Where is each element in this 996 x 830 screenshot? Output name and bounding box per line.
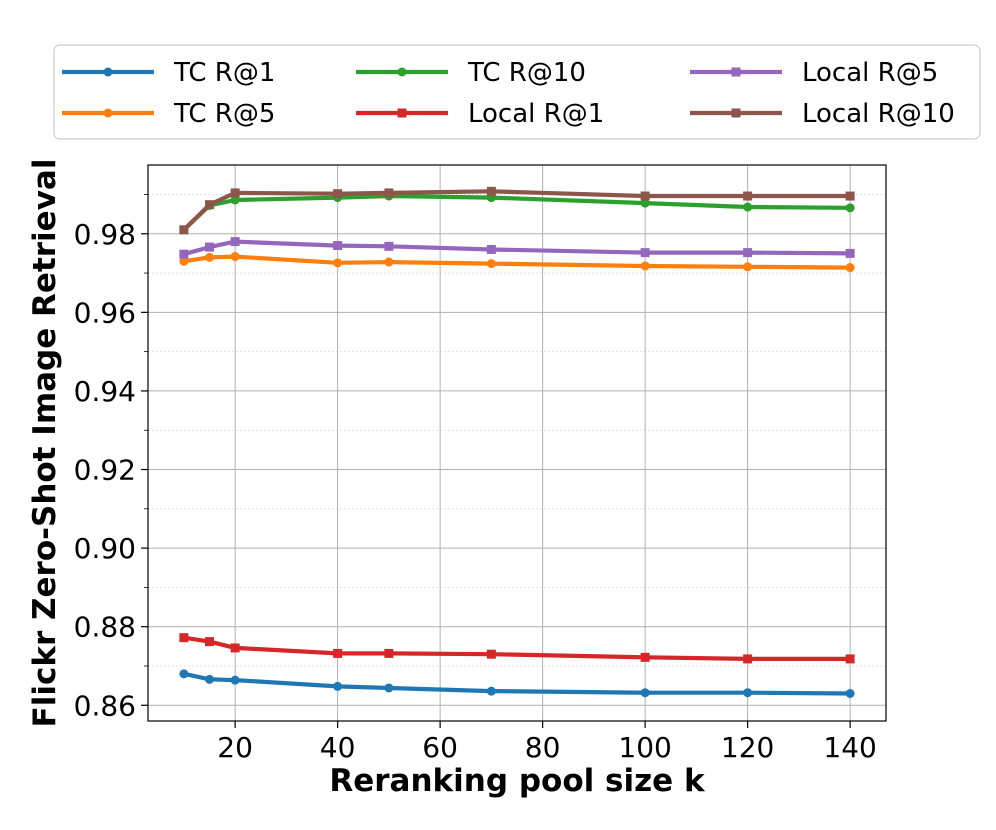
data-point-tc-r-10 xyxy=(743,202,753,212)
legend-marker-tc-r-10 xyxy=(397,67,407,77)
data-point-tc-r-5 xyxy=(230,252,240,262)
data-point-local-r-1 xyxy=(230,643,240,653)
data-point-tc-r-1 xyxy=(179,669,189,679)
legend-label-local-r-5: Local R@5 xyxy=(802,58,938,88)
series-layer xyxy=(179,186,855,698)
x-tick-label: 140 xyxy=(823,731,876,764)
data-point-local-r-1 xyxy=(640,652,650,662)
x-tick-label: 60 xyxy=(422,731,458,764)
x-tick-label: 40 xyxy=(320,731,356,764)
data-point-tc-r-5 xyxy=(384,257,394,267)
legend-marker-tc-r-5 xyxy=(103,108,113,118)
data-point-tc-r-5 xyxy=(179,256,189,266)
data-point-local-r-1 xyxy=(205,637,214,647)
data-point-tc-r-5 xyxy=(205,252,214,262)
data-point-local-r-1 xyxy=(179,633,189,643)
legend-marker-tc-r-1 xyxy=(103,67,113,77)
data-point-local-r-5 xyxy=(743,248,753,258)
data-point-local-r-5 xyxy=(845,248,855,258)
data-point-local-r-1 xyxy=(486,649,496,659)
data-point-local-r-10 xyxy=(845,191,855,201)
y-tick-label: 0.88 xyxy=(74,611,136,644)
data-point-local-r-5 xyxy=(179,249,189,259)
data-point-tc-r-10 xyxy=(845,203,855,213)
data-point-local-r-10 xyxy=(486,186,496,196)
data-point-local-r-5 xyxy=(640,248,650,258)
grid-layer xyxy=(148,165,886,721)
data-point-local-r-1 xyxy=(384,648,394,658)
data-point-local-r-5 xyxy=(486,244,496,254)
data-point-tc-r-5 xyxy=(333,258,343,268)
data-point-tc-r-10 xyxy=(230,195,240,205)
data-point-tc-r-5 xyxy=(743,262,753,272)
y-tick-label: 0.92 xyxy=(74,454,136,487)
ticks-layer: 20 40 60 80 100 120 140 0.86 0.88 0.90 0.92 0.94 0.9… xyxy=(74,194,877,764)
data-point-local-r-5 xyxy=(333,241,343,251)
data-point-tc-r-5 xyxy=(640,261,650,271)
data-point-tc-r-1 xyxy=(230,675,240,685)
data-point-local-r-5 xyxy=(230,237,240,247)
data-point-tc-r-5 xyxy=(486,259,496,269)
data-point-tc-r-1 xyxy=(205,674,214,684)
data-point-local-r-5 xyxy=(384,241,394,251)
legend-label-tc-r-5: TC R@5 xyxy=(173,99,275,129)
data-point-local-r-1 xyxy=(743,654,753,664)
data-point-local-r-10 xyxy=(179,225,189,235)
data-point-local-r-1 xyxy=(845,654,855,664)
data-point-local-r-10 xyxy=(384,188,394,198)
data-point-local-r-5 xyxy=(205,242,214,252)
x-tick-label: 100 xyxy=(618,731,671,764)
y-tick-label: 0.96 xyxy=(74,296,136,329)
data-point-local-r-10 xyxy=(333,189,343,199)
plot-frame xyxy=(147,164,887,722)
legend-label-local-r-10: Local R@10 xyxy=(802,99,955,129)
data-point-local-r-10 xyxy=(205,200,214,210)
legend-marker-local-r-5 xyxy=(731,67,741,77)
data-point-tc-r-1 xyxy=(486,686,496,696)
legend-label-local-r-1: Local R@1 xyxy=(468,99,604,129)
legend-label-tc-r-1: TC R@1 xyxy=(173,58,275,88)
x-tick-label: 80 xyxy=(525,731,561,764)
data-point-local-r-10 xyxy=(743,191,753,201)
data-point-tc-r-10 xyxy=(640,198,650,208)
data-point-local-r-1 xyxy=(333,648,343,658)
data-point-tc-r-1 xyxy=(743,688,753,698)
data-point-local-r-10 xyxy=(230,188,240,198)
x-tick-label: 20 xyxy=(217,731,253,764)
data-point-local-r-10 xyxy=(640,191,650,201)
legend-marker-local-r-10 xyxy=(731,108,741,118)
data-point-tc-r-1 xyxy=(333,681,343,691)
data-point-tc-r-1 xyxy=(384,683,394,693)
data-point-tc-r-1 xyxy=(845,688,855,698)
data-point-tc-r-5 xyxy=(845,263,855,273)
legend: TC R@1 TC R@5 TC R@10 Local R@1 Local R@5 Loc… xyxy=(53,44,981,140)
legend-label-tc-r-10: TC R@10 xyxy=(467,58,586,88)
data-point-tc-r-1 xyxy=(640,688,650,698)
y-axis-title: Flickr Zero-Shot Image Retrieval xyxy=(27,159,63,728)
y-tick-label: 0.94 xyxy=(74,375,136,408)
y-tick-label: 0.98 xyxy=(74,218,136,251)
y-tick-label: 0.86 xyxy=(74,689,136,722)
y-tick-label: 0.90 xyxy=(74,532,136,565)
legend-marker-local-r-1 xyxy=(397,108,407,118)
x-axis-title: Reranking pool size k xyxy=(329,763,706,799)
legend-box xyxy=(53,44,981,140)
x-tick-label: 120 xyxy=(721,731,774,764)
